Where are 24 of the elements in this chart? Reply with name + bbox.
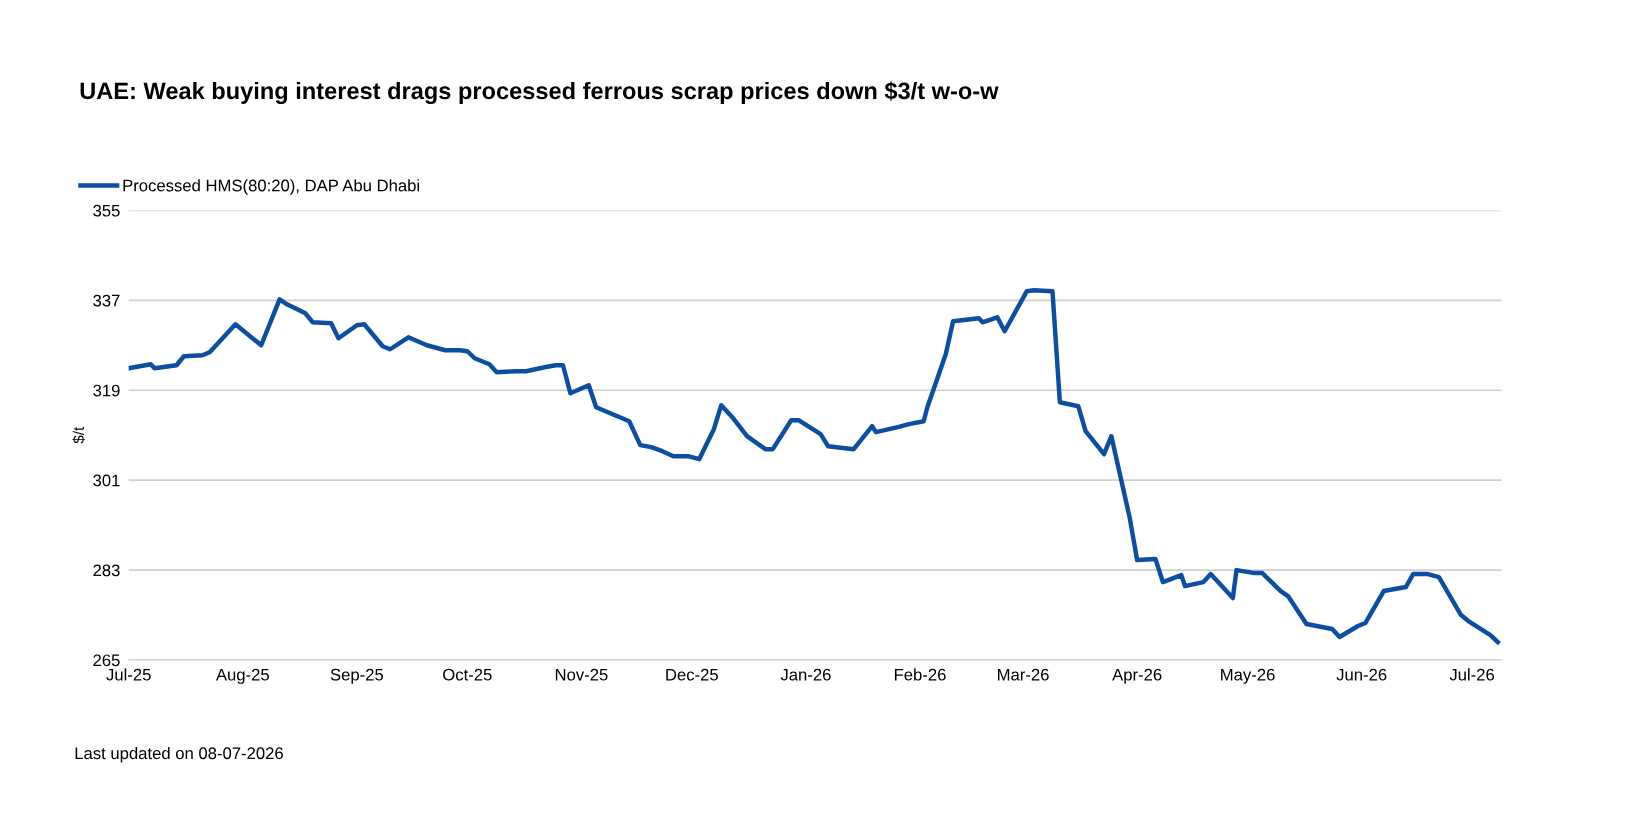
x-tick-label: Apr-26 — [1112, 668, 1162, 684]
x-tick-label: Dec-25 — [666, 668, 718, 681]
y-tick-label: 337 — [93, 294, 120, 307]
x-tick-label: Feb-26 — [894, 668, 946, 681]
y-tick-label: 301 — [93, 474, 120, 487]
x-tick-label: Nov-25 — [555, 668, 608, 681]
y-tick-label: 283 — [93, 564, 120, 577]
x-tick-label: Jul-25 — [106, 668, 151, 681]
text: Last updated on 08-07-2026 — [75, 746, 283, 763]
x-tick-label: May-26 — [1221, 668, 1275, 684]
x-tick-label: Aug-25 — [215, 668, 269, 684]
x-tick-label: Oct-25 — [443, 668, 492, 681]
y-tick-label: 355 — [93, 204, 120, 217]
x-tick-label: Sep-25 — [330, 668, 384, 684]
x-tick-label: Mar-26 — [998, 668, 1049, 681]
legend-label: Processed HMS(80:20), DAP Abu Dhabi — [123, 179, 419, 195]
x-tick-label: Jun-26 — [1336, 668, 1387, 681]
chart-title: UAE: Weak buying interest drags processed ferrous scrap prices down $3/t w-o-w — [80, 81, 999, 104]
y-tick-label: 319 — [93, 384, 120, 397]
x-tick-label: Jan-26 — [780, 668, 831, 681]
line-series — [128, 288, 1501, 645]
x-tick-label: Jul-26 — [1449, 668, 1495, 681]
y-axis-title: $/t — [72, 426, 85, 444]
y-tick-label: 265 — [93, 654, 120, 667]
